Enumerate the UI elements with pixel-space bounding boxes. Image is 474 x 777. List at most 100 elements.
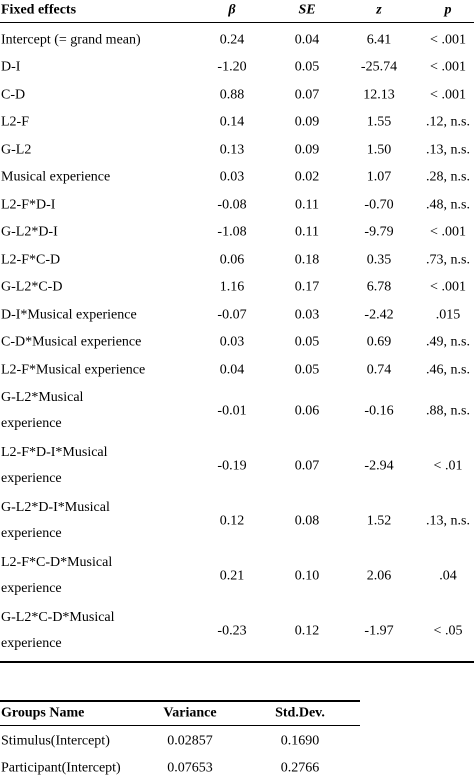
row-label: G-L2*Musical experience [1,390,84,431]
cell-value: 1.55 [366,114,392,130]
cell-value: .04 [439,568,457,584]
cell-value: 0.03 [219,169,245,185]
cell-value: -0.08 [217,197,247,213]
column-header: Std.Dev. [275,705,325,721]
cell-value: .13, n.s. [426,513,470,529]
cell-value: .46, n.s. [426,362,470,378]
cell-value: 0.02857 [167,733,213,749]
column-header: p [444,2,452,18]
cell-value: 0.07 [294,458,320,474]
cell-value: 0.07653 [167,760,213,776]
row-label: G-L2*C-D*Musical experience [1,610,115,651]
row-label: Participant(Intercept) [1,760,121,776]
cell-value: .49, n.s. [426,334,470,350]
cell-value: 0.06 [219,252,245,268]
cell-value: < .001 [430,59,466,75]
row-label: C-D [1,87,26,103]
cell-value: 0.04 [219,362,245,378]
cell-value: .12, n.s. [426,114,470,130]
cell-value: 0.14 [219,114,245,130]
cell-value: 0.1690 [280,733,320,749]
cell-value: -1.97 [364,623,394,639]
cell-value: .13, n.s. [426,142,470,158]
cell-value: .88, n.s. [426,403,470,419]
cell-value: 0.02 [294,169,320,185]
cell-value: -25.74 [360,59,398,75]
row-label: L2-F*Musical experience [1,362,146,378]
cell-value: < .001 [430,224,466,240]
cell-value: 6.41 [366,32,392,48]
cell-value: 0.35 [366,252,392,268]
cell-value: -0.16 [364,403,394,419]
table2-header-rule [0,725,360,726]
cell-value: 0.08 [294,513,320,529]
row-label: L2-F*C-D*Musical experience [1,555,113,596]
cell-value: 0.11 [295,224,319,240]
cell-value: 0.06 [294,403,320,419]
cell-value: < .01 [433,458,463,474]
cell-value: 0.24 [219,32,245,48]
cell-value: 2.06 [366,568,392,584]
row-label: L2-F*D-I [1,197,56,213]
cell-value: 0.11 [295,197,319,213]
cell-value: 0.09 [294,114,320,130]
cell-value: .015 [435,307,461,323]
cell-value: -1.20 [217,59,247,75]
cell-value: .48, n.s. [426,197,470,213]
cell-value: < .05 [433,623,463,639]
row-label: Musical experience [1,169,111,185]
cell-value: 0.18 [294,252,320,268]
bottom-rule [0,661,474,663]
cell-value: -9.79 [364,224,394,240]
cell-value: 0.12 [219,513,245,529]
row-label: Stimulus(Intercept) [1,733,110,749]
cell-value: 0.05 [294,334,320,350]
cell-value: 0.03 [219,334,245,350]
column-header: β [228,2,236,18]
row-label: Intercept (= grand mean) [1,32,141,48]
row-label: L2-F*C-D [1,252,61,268]
cell-value: 1.07 [366,169,392,185]
column-header: SE [298,2,316,18]
row-label: D-I*Musical experience [1,307,137,323]
column-header: Variance [163,705,217,721]
cell-value: -0.19 [217,458,247,474]
row-label: D-I [1,59,21,75]
cell-value: 12.13 [363,87,395,103]
cell-value: 1.52 [366,513,392,529]
cell-value: -0.07 [217,307,247,323]
cell-value: 0.05 [294,59,320,75]
cell-value: .28, n.s. [426,169,470,185]
column-header: z [376,2,382,18]
cell-value: 0.13 [219,142,245,158]
column-header: Fixed effects [1,2,77,18]
cell-value: 0.69 [366,334,392,350]
column-header: Groups Name [1,705,85,721]
cell-value: 0.05 [294,362,320,378]
cell-value: < .001 [430,279,466,295]
cell-value: -0.70 [364,197,394,213]
row-label: G-L2 [1,142,32,158]
cell-value: < .001 [430,87,466,103]
row-label: L2-F*D-I*Musical experience [1,445,108,486]
cell-value: -0.23 [217,623,247,639]
cell-value: .73, n.s. [426,252,470,268]
cell-value: 6.78 [366,279,392,295]
row-label: C-D*Musical experience [1,334,142,350]
cell-value: -2.42 [364,307,394,323]
cell-value: 1.50 [366,142,392,158]
table2-top-rule [0,700,360,702]
cell-value: 0.09 [294,142,320,158]
row-label: G-L2*D-I [1,224,58,240]
row-label: G-L2*C-D [1,279,63,295]
cell-value: 0.21 [219,568,245,584]
cell-value: 0.04 [294,32,320,48]
cell-value: 0.17 [294,279,320,295]
cell-value: -0.01 [217,403,247,419]
cell-value: -1.08 [217,224,247,240]
cell-value: 0.03 [294,307,320,323]
row-label: L2-F [1,114,29,130]
cell-value: -2.94 [364,458,394,474]
cell-value: 0.88 [219,87,245,103]
